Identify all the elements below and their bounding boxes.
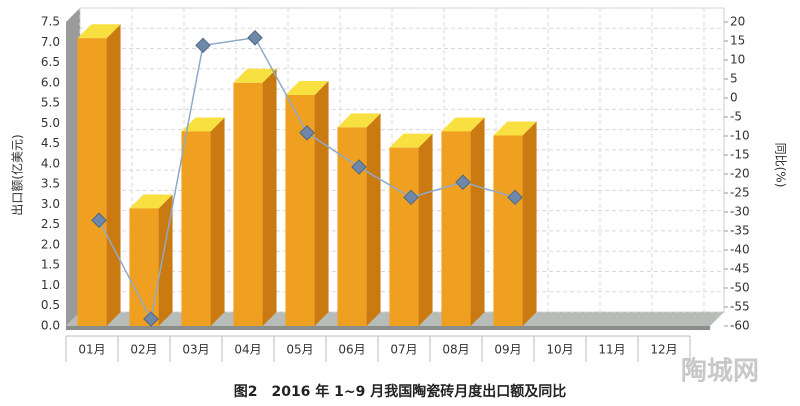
- y-tick-label: 7.5: [41, 15, 60, 29]
- bar: [493, 135, 523, 326]
- floor-front: [66, 326, 710, 330]
- y-tick-label: 4.5: [41, 136, 60, 150]
- y-tick-label: 7.0: [41, 35, 60, 49]
- bar: [129, 208, 159, 326]
- y-tick-label: 3.0: [41, 197, 60, 211]
- x-tick-label: 07月: [390, 343, 417, 357]
- x-tick-label: 09月: [494, 343, 521, 357]
- bar-3d: [181, 117, 225, 326]
- y2-tick-label: 5: [730, 72, 738, 86]
- bar-3d: [285, 80, 329, 327]
- x-tick-label: 08月: [442, 343, 469, 357]
- y2-tick-label: -15: [730, 148, 750, 162]
- y-tick-label: 3.5: [41, 177, 60, 191]
- y-tick-label: 5.5: [41, 96, 60, 110]
- line-marker: [247, 30, 263, 46]
- bar-3d: [129, 194, 173, 326]
- y-tick-label: 1.5: [41, 258, 60, 272]
- bar-3d: [233, 68, 277, 327]
- bar-side: [522, 121, 537, 326]
- chart-title: 图2 2016 年 1~9 月我国陶瓷砖月度出口额及同比: [234, 383, 567, 400]
- y2-axis-title: 同比(%): [774, 143, 788, 188]
- line-marker: [351, 159, 367, 175]
- bar-top: [493, 121, 537, 136]
- bar-3d: [441, 117, 485, 326]
- y2-tick-label: -25: [730, 186, 750, 200]
- y-tick-label: 6.5: [41, 55, 60, 69]
- y-tick-label: 0.5: [41, 298, 60, 312]
- x-tick-label: 01月: [78, 343, 105, 357]
- bar-side: [470, 117, 485, 326]
- line-marker: [195, 37, 211, 54]
- bar-3d: [337, 113, 381, 327]
- y2-tick-label: -30: [730, 205, 750, 219]
- line-marker: [403, 189, 419, 206]
- bar-side: [418, 133, 433, 326]
- bar-3d: [389, 133, 433, 326]
- y-tick-label: 6.0: [41, 75, 60, 89]
- y2-tick-label: -40: [730, 243, 750, 257]
- bar: [181, 131, 211, 326]
- y2-tick-label: -60: [730, 319, 750, 333]
- bar-top: [389, 133, 433, 148]
- bar: [233, 82, 263, 326]
- bar: [77, 38, 107, 327]
- bar: [441, 131, 471, 326]
- x-tick-label: 12月: [650, 343, 677, 357]
- y2-tick-label: 20: [730, 15, 745, 29]
- x-tick-label: 03月: [182, 343, 209, 357]
- bar-3d: [77, 24, 121, 327]
- bar-top: [337, 113, 381, 128]
- bar-side: [262, 68, 277, 327]
- y-tick-label: 4.0: [41, 156, 60, 170]
- x-tick-label: 06月: [338, 343, 365, 357]
- line-marker: [507, 189, 523, 206]
- y2-tick-label: 10: [730, 53, 745, 67]
- y-tick-label: 2.5: [41, 217, 60, 231]
- bar-top: [233, 68, 277, 83]
- watermark: 陶城网: [681, 357, 759, 387]
- line-marker: [91, 212, 107, 228]
- line-marker: [299, 125, 315, 141]
- line-marker: [143, 311, 159, 327]
- x-tick-label: 02月: [130, 343, 157, 357]
- x-tick-label: 10月: [546, 343, 573, 357]
- y2-tick-label: -10: [730, 129, 750, 143]
- bar-side: [210, 117, 225, 326]
- y2-tick-label: -5: [730, 110, 742, 124]
- bar-top: [181, 117, 225, 132]
- x-tick-label: 11月: [598, 343, 625, 357]
- y-tick-label: 2.0: [41, 237, 60, 251]
- y2-tick-label: -20: [730, 167, 750, 181]
- y-tick-label: 1.0: [41, 278, 60, 292]
- side-wall: [66, 8, 80, 326]
- y2-tick-label: -35: [730, 224, 750, 238]
- bar-side: [366, 113, 381, 327]
- bar: [389, 147, 419, 326]
- bar: [337, 127, 367, 327]
- bar-3d: [493, 121, 537, 326]
- bar-side: [314, 80, 329, 327]
- bar-top: [285, 80, 329, 95]
- y-axis-title: 出口额(亿美元): [10, 134, 25, 215]
- y2-tick-label: -50: [730, 281, 750, 295]
- x-tick-label: 05月: [286, 343, 313, 357]
- bar-side: [106, 24, 121, 327]
- bar-top: [441, 117, 485, 132]
- y2-tick-label: 15: [730, 34, 745, 48]
- bar-top: [129, 194, 173, 209]
- y2-tick-label: -45: [730, 262, 750, 276]
- y2-tick-label: 0: [730, 91, 738, 105]
- y-tick-label: 0.0: [41, 319, 60, 333]
- y2-tick-label: -55: [730, 300, 750, 314]
- x-tick-label: 04月: [234, 343, 261, 357]
- bar-top: [77, 24, 121, 39]
- y-tick-label: 5.0: [41, 116, 60, 130]
- line-marker: [455, 174, 471, 190]
